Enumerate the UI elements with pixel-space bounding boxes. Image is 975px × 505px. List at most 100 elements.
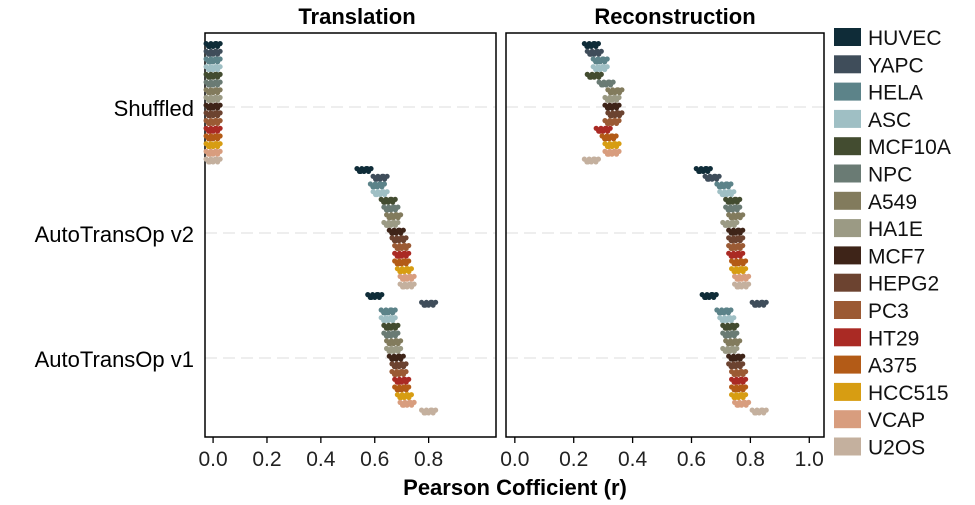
data-point (375, 292, 381, 298)
data-points (203, 41, 769, 416)
legend-swatch (834, 301, 861, 319)
data-point (364, 166, 370, 172)
data-point (213, 94, 219, 101)
data-point (402, 258, 408, 264)
x-tick-label: 0.0 (500, 448, 529, 471)
data-point (207, 113, 213, 119)
data-point (217, 71, 223, 77)
data-point (594, 59, 600, 65)
data-point (213, 71, 219, 77)
data-point (734, 345, 740, 352)
data-point (406, 250, 412, 256)
data-point (217, 110, 223, 116)
legend-label: HT29 (868, 327, 919, 350)
data-point (213, 125, 219, 131)
data-point (740, 243, 746, 249)
data-point (739, 376, 745, 382)
data-point (402, 250, 408, 256)
data-point (606, 97, 612, 103)
data-point (724, 181, 730, 187)
data-point (733, 204, 739, 210)
data-point (736, 243, 742, 249)
data-point (398, 212, 404, 218)
data-point (397, 227, 403, 233)
data-point (763, 299, 769, 305)
data-point (609, 133, 616, 139)
data-point (393, 364, 399, 370)
legend-swatch (834, 191, 861, 210)
data-point (393, 371, 399, 377)
legend-label: HUVEC (868, 27, 942, 50)
data-point (398, 268, 404, 275)
data-point (358, 168, 364, 174)
legend-label: HEPG2 (868, 273, 939, 296)
data-point (726, 207, 733, 213)
data-point (716, 173, 722, 179)
data-point (398, 394, 404, 401)
data-point (609, 90, 615, 96)
data-point (422, 410, 428, 416)
data-point (408, 392, 414, 398)
group-label-autotransop-v2: AutoTransOp v2 (35, 222, 194, 247)
data-point (600, 56, 607, 62)
data-point (380, 173, 386, 179)
data-point (207, 159, 213, 165)
data-point (729, 253, 736, 259)
data-point (374, 191, 380, 198)
data-point (395, 330, 401, 336)
x-tick-label: 0.8 (736, 448, 765, 471)
x-tick-label: 0.8 (414, 448, 443, 471)
data-point (401, 284, 407, 290)
data-point (742, 281, 748, 287)
data-point (739, 266, 745, 272)
data-point (606, 120, 612, 126)
data-point (207, 51, 213, 57)
data-point (207, 136, 213, 142)
data-point (395, 253, 401, 259)
x-tick-label: 0.0 (198, 448, 227, 471)
data-point (217, 102, 223, 108)
legend-label: U2OS (868, 437, 925, 460)
data-point (595, 71, 601, 77)
data-point (381, 181, 387, 187)
data-point (727, 315, 733, 321)
data-point (213, 41, 219, 47)
data-point (395, 322, 401, 328)
data-point (399, 235, 405, 241)
data-point (388, 196, 395, 202)
data-point (736, 227, 742, 233)
data-point (723, 333, 730, 339)
data-point (612, 94, 618, 101)
data-point (713, 292, 719, 298)
data-point (217, 56, 223, 62)
legend-swatch (834, 410, 861, 429)
data-point (737, 204, 743, 210)
data-point (384, 189, 390, 195)
data-point (723, 325, 730, 331)
data-point (400, 227, 406, 233)
data-point (723, 348, 730, 354)
legend-swatch (834, 328, 861, 347)
data-point (207, 143, 213, 150)
legend-swatch (834, 382, 861, 401)
x-tick-label: 0.2 (559, 448, 588, 471)
data-point (598, 71, 604, 77)
data-point (402, 384, 408, 390)
data-point (612, 141, 618, 147)
data-point (732, 379, 738, 385)
data-point (388, 307, 395, 313)
data-point (592, 156, 598, 162)
data-point (402, 376, 408, 382)
data-point (736, 212, 742, 218)
data-point (731, 315, 737, 321)
data-point (736, 250, 742, 256)
data-point (729, 215, 736, 221)
data-point (405, 266, 411, 272)
data-point (730, 322, 736, 328)
data-point (619, 87, 625, 93)
data-point (739, 258, 745, 264)
data-point (588, 51, 594, 57)
data-point (733, 338, 739, 344)
data-point (727, 189, 733, 195)
legend-label: MCF7 (868, 245, 925, 268)
